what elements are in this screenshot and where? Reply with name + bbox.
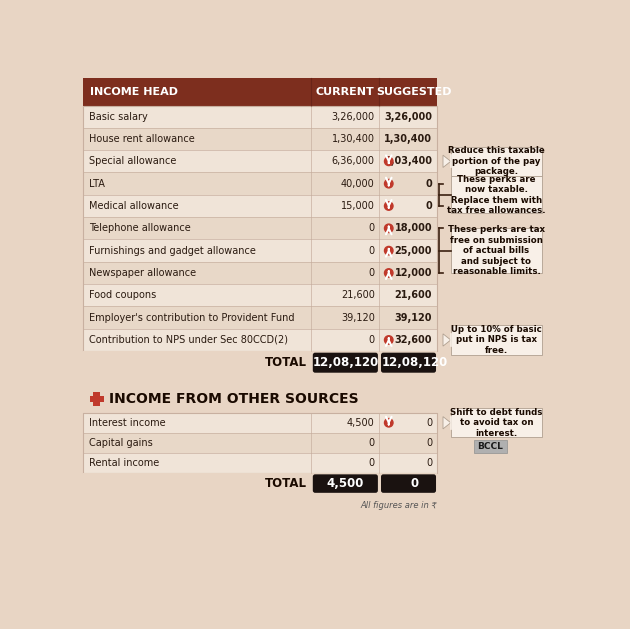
FancyBboxPatch shape [83, 453, 437, 473]
Polygon shape [443, 155, 450, 167]
Polygon shape [443, 334, 450, 346]
Text: SUGGESTED: SUGGESTED [377, 87, 452, 97]
Text: 0: 0 [410, 477, 418, 490]
Text: Shift to debt funds
to avoid tax on
interest.: Shift to debt funds to avoid tax on inte… [450, 408, 542, 438]
FancyBboxPatch shape [83, 262, 437, 284]
Text: 3,26,000: 3,26,000 [331, 112, 375, 121]
FancyBboxPatch shape [83, 128, 437, 150]
Text: Rental income: Rental income [89, 458, 159, 468]
Text: All figures are in ₹: All figures are in ₹ [360, 501, 437, 509]
Text: 39,120: 39,120 [341, 313, 375, 323]
Text: 12,000: 12,000 [394, 268, 432, 278]
FancyBboxPatch shape [83, 413, 437, 433]
Circle shape [384, 202, 393, 210]
Text: Employer's contribution to Provident Fund: Employer's contribution to Provident Fun… [89, 313, 294, 323]
Text: TOTAL: TOTAL [265, 356, 307, 369]
Text: These perks are
now taxable.
Replace them with
tax free allowances.: These perks are now taxable. Replace the… [447, 175, 546, 215]
Text: 15,000: 15,000 [341, 201, 375, 211]
Text: 0: 0 [369, 458, 375, 468]
Text: 40,000: 40,000 [341, 179, 375, 189]
Text: Basic salary: Basic salary [89, 112, 147, 121]
Text: 12,08,120: 12,08,120 [312, 356, 379, 369]
FancyBboxPatch shape [83, 240, 437, 262]
FancyBboxPatch shape [83, 329, 437, 351]
Text: 0: 0 [425, 179, 432, 189]
Text: Medical allowance: Medical allowance [89, 201, 178, 211]
Circle shape [384, 418, 393, 427]
Text: Capital gains: Capital gains [89, 438, 152, 448]
Text: INCOME HEAD: INCOME HEAD [89, 87, 178, 97]
Text: Interest income: Interest income [89, 418, 166, 428]
FancyBboxPatch shape [83, 195, 437, 217]
Text: BCCL: BCCL [478, 442, 503, 451]
Circle shape [384, 224, 393, 233]
FancyBboxPatch shape [83, 306, 437, 329]
Text: 3,26,000: 3,26,000 [384, 112, 432, 121]
FancyBboxPatch shape [83, 217, 437, 240]
Text: 32,600: 32,600 [394, 335, 432, 345]
FancyBboxPatch shape [450, 147, 542, 176]
Text: Newspaper allowance: Newspaper allowance [89, 268, 196, 278]
Text: 0: 0 [369, 335, 375, 345]
FancyBboxPatch shape [450, 228, 542, 273]
FancyBboxPatch shape [474, 440, 507, 453]
Text: 39,120: 39,120 [394, 313, 432, 323]
Text: 4,500: 4,500 [327, 477, 364, 490]
FancyBboxPatch shape [83, 473, 437, 494]
Text: 25,000: 25,000 [394, 246, 432, 255]
Circle shape [384, 336, 393, 344]
FancyBboxPatch shape [93, 392, 100, 406]
Text: 0: 0 [426, 458, 432, 468]
Text: 6,03,400: 6,03,400 [384, 157, 432, 166]
Text: INCOME FROM OTHER SOURCES: INCOME FROM OTHER SOURCES [109, 392, 358, 406]
FancyBboxPatch shape [313, 353, 378, 373]
Text: 0: 0 [369, 246, 375, 255]
FancyBboxPatch shape [381, 353, 436, 373]
Polygon shape [443, 416, 450, 429]
Text: 0: 0 [425, 201, 432, 211]
Text: 0: 0 [369, 223, 375, 233]
Text: 6,36,000: 6,36,000 [332, 157, 375, 166]
Text: Reduce this taxable
portion of the pay
package.: Reduce this taxable portion of the pay p… [448, 147, 545, 176]
Text: Up to 10% of basic
put in NPS is tax
free.: Up to 10% of basic put in NPS is tax fre… [451, 325, 542, 355]
FancyBboxPatch shape [83, 284, 437, 306]
FancyBboxPatch shape [450, 325, 542, 355]
Text: CURRENT: CURRENT [316, 87, 375, 97]
FancyBboxPatch shape [83, 106, 437, 128]
Circle shape [384, 247, 393, 255]
Circle shape [384, 179, 393, 188]
FancyBboxPatch shape [83, 78, 437, 106]
Text: Contribution to NPS under Sec 80CCD(2): Contribution to NPS under Sec 80CCD(2) [89, 335, 288, 345]
Text: 0: 0 [426, 418, 432, 428]
FancyBboxPatch shape [313, 474, 378, 493]
Text: 4,500: 4,500 [347, 418, 375, 428]
FancyBboxPatch shape [381, 474, 436, 493]
Text: Special allowance: Special allowance [89, 157, 176, 166]
Text: Food coupons: Food coupons [89, 291, 156, 300]
Text: 21,600: 21,600 [341, 291, 375, 300]
Text: Telephone allowance: Telephone allowance [89, 223, 190, 233]
Text: 1,30,400: 1,30,400 [332, 134, 375, 144]
Text: 0: 0 [369, 438, 375, 448]
Text: 0: 0 [426, 438, 432, 448]
Text: Furnishings and gadget allowance: Furnishings and gadget allowance [89, 246, 256, 255]
FancyBboxPatch shape [450, 176, 542, 213]
FancyBboxPatch shape [89, 396, 103, 402]
FancyBboxPatch shape [83, 172, 437, 195]
Text: TOTAL: TOTAL [265, 477, 307, 490]
Text: House rent allowance: House rent allowance [89, 134, 195, 144]
Circle shape [384, 157, 393, 165]
Text: 21,600: 21,600 [394, 291, 432, 300]
FancyBboxPatch shape [83, 150, 437, 172]
Text: 18,000: 18,000 [394, 223, 432, 233]
FancyBboxPatch shape [450, 408, 542, 437]
Text: 0: 0 [369, 268, 375, 278]
Text: 12,08,120: 12,08,120 [381, 356, 447, 369]
Circle shape [384, 269, 393, 277]
Text: These perks are tax
free on submission
of actual bills
and subject to
reasonable: These perks are tax free on submission o… [448, 225, 545, 276]
FancyBboxPatch shape [83, 351, 437, 374]
FancyBboxPatch shape [83, 433, 437, 453]
Text: LTA: LTA [89, 179, 105, 189]
Text: 1,30,400: 1,30,400 [384, 134, 432, 144]
